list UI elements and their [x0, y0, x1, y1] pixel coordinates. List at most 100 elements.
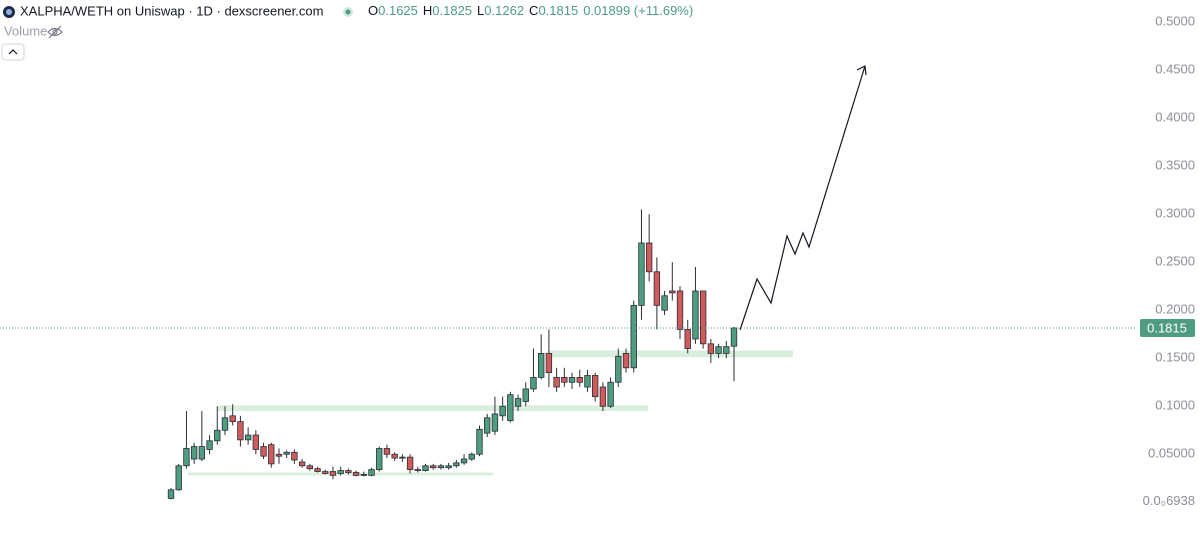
candle-body	[476, 428, 483, 455]
candle-body	[615, 355, 622, 383]
candle-body	[329, 471, 337, 476]
candle-body	[399, 456, 406, 459]
candle-body	[291, 451, 298, 461]
candle-body	[507, 394, 514, 422]
y-tick-label: 0.5000	[1155, 14, 1195, 29]
candle-body	[206, 440, 213, 450]
candle-body	[530, 377, 537, 390]
volume-label: Volume	[4, 23, 47, 38]
projection-arrowhead	[856, 65, 867, 76]
ohlc-key: O	[368, 3, 378, 18]
candle-body	[499, 405, 506, 417]
y-tick-label: 0.1500	[1155, 350, 1195, 365]
candle-body	[723, 346, 730, 354]
candle-body	[592, 375, 599, 398]
candle-body	[514, 398, 522, 407]
ohlc-change: 0.01899 (+11.69%)	[583, 3, 693, 18]
candle-body	[445, 465, 452, 469]
chart-title: XALPHA/WETH on Uniswap · 1D · dexscreene…	[20, 3, 323, 18]
candle-body	[183, 448, 190, 467]
candle-body	[645, 242, 653, 273]
candle-body	[368, 469, 375, 476]
candle-body	[460, 458, 468, 464]
candle-body	[414, 469, 421, 472]
candle-body	[692, 290, 699, 340]
candle-body	[260, 446, 267, 457]
y-tick-label: 0.05000	[1148, 446, 1195, 461]
candle-body	[175, 465, 182, 491]
support-zone	[548, 350, 793, 358]
candle-body	[669, 290, 676, 294]
candle-body	[306, 465, 313, 470]
candle-body	[167, 489, 175, 499]
candle-body	[453, 462, 460, 467]
ohlc-value: 0.1825	[432, 3, 472, 18]
token-icon-inner	[6, 9, 12, 15]
candle-body	[568, 377, 576, 383]
candle-body	[422, 465, 429, 471]
candle-body	[599, 386, 607, 407]
candle-body	[638, 242, 645, 306]
ohlc-legend: O0.1625 H0.1825 L0.1262 C0.1815 0.01899 (+11…	[368, 3, 693, 18]
candle-body	[684, 329, 691, 350]
status-dot	[345, 9, 351, 15]
candle-body	[607, 381, 614, 407]
eye-off-icon	[47, 25, 63, 39]
last-price-label: 0.1815	[1147, 320, 1187, 335]
candle-body	[244, 434, 252, 441]
candle-body	[298, 461, 306, 467]
candle-body	[630, 304, 637, 369]
candle-body	[190, 446, 198, 460]
candle-body	[437, 465, 445, 469]
candle-body	[268, 444, 275, 465]
ohlc-key: H	[423, 3, 432, 18]
collapse-button[interactable]	[1, 43, 25, 61]
y-tick-label: 0.2500	[1155, 254, 1195, 269]
candle-body	[707, 343, 715, 354]
ohlc-value: 0.1262	[484, 3, 524, 18]
candle-body	[221, 417, 229, 431]
candle-body	[522, 388, 529, 402]
ohlc-value: 0.1625	[378, 3, 418, 18]
candle-body	[360, 474, 367, 476]
candle-body	[314, 468, 321, 472]
candle-body	[676, 290, 684, 330]
candle-body	[337, 470, 344, 474]
candle-body	[561, 377, 568, 383]
candle-body	[252, 434, 260, 450]
candle-body	[491, 413, 499, 432]
y-tick-label: 0.3500	[1155, 158, 1195, 173]
candle-body	[406, 456, 414, 471]
candle-body	[345, 470, 352, 473]
candle-body	[214, 429, 221, 442]
candle-body	[545, 353, 553, 374]
candle-body	[322, 471, 329, 474]
candle-body	[468, 453, 475, 460]
support-zone	[218, 405, 648, 412]
ohlc-key: C	[529, 3, 538, 18]
candle-body	[283, 451, 290, 455]
candle-body	[383, 448, 391, 455]
candle-body	[538, 353, 545, 378]
candle-body	[229, 415, 236, 422]
ohlc-key: L	[477, 3, 484, 18]
candle-body	[352, 472, 360, 476]
candle-body	[198, 446, 206, 460]
candle-body	[376, 448, 383, 471]
candle-body	[576, 377, 583, 383]
candle-body	[715, 346, 722, 354]
candle-body	[484, 417, 491, 434]
candle-body	[275, 453, 283, 457]
candle-body	[661, 295, 668, 311]
candle-body	[622, 353, 630, 369]
projection-path	[739, 65, 866, 331]
last-price-tag	[1140, 318, 1195, 337]
candle-body	[430, 465, 437, 469]
candle-body	[730, 327, 738, 347]
candle-body	[391, 453, 398, 459]
y-tick-label: 0.4500	[1155, 62, 1195, 77]
candle-body	[553, 377, 560, 388]
y-tick-label: 0.4000	[1155, 110, 1195, 125]
